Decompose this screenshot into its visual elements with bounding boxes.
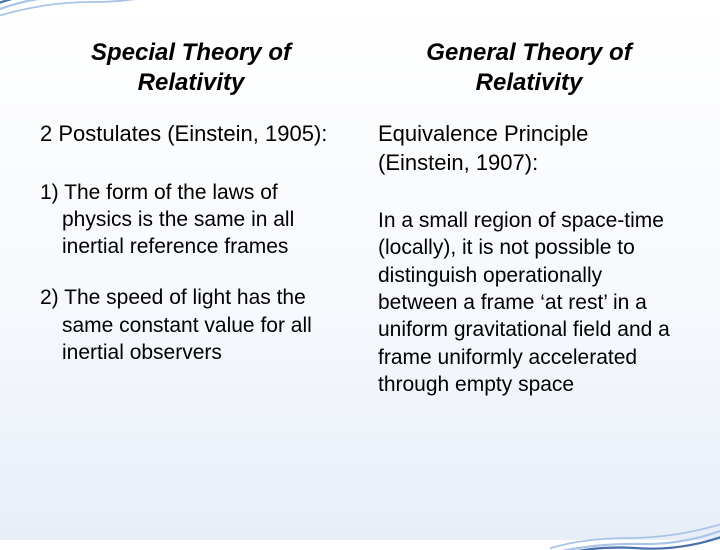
right-subhead: Equivalence Principle (Einstein, 1907): [378, 120, 680, 177]
equivalence-body: In a small region of space-time (locally… [378, 207, 680, 398]
right-column: General Theory of Relativity Equivalence… [378, 38, 680, 398]
left-column: Special Theory of Relativity 2 Postulate… [40, 38, 342, 398]
right-column-title: General Theory of Relativity [378, 38, 680, 98]
corner-decoration-bottom-right [550, 510, 720, 550]
content-area: Special Theory of Relativity 2 Postulate… [40, 38, 680, 398]
left-column-title: Special Theory of Relativity [40, 38, 342, 98]
postulate-2: 2) The speed of light has the same const… [40, 284, 342, 366]
postulate-1: 1) The form of the laws of physics is th… [40, 179, 342, 261]
left-subhead: 2 Postulates (Einstein, 1905): [40, 120, 342, 149]
corner-decoration-top-left [0, 0, 170, 30]
